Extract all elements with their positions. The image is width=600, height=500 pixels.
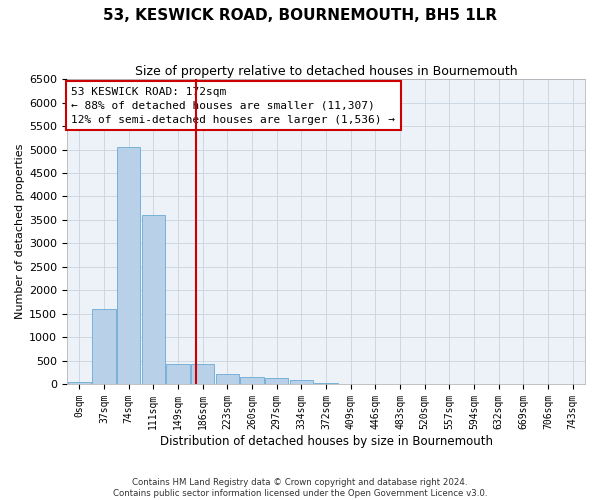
- Bar: [265, 378, 289, 384]
- Bar: [117, 147, 140, 384]
- Bar: [215, 374, 239, 384]
- X-axis label: Distribution of detached houses by size in Bournemouth: Distribution of detached houses by size …: [160, 434, 493, 448]
- Bar: [68, 382, 91, 384]
- Title: Size of property relative to detached houses in Bournemouth: Size of property relative to detached ho…: [134, 65, 517, 78]
- Bar: [92, 309, 116, 384]
- Text: 53 KESWICK ROAD: 172sqm
← 88% of detached houses are smaller (11,307)
12% of sem: 53 KESWICK ROAD: 172sqm ← 88% of detache…: [71, 87, 395, 125]
- Bar: [191, 364, 214, 384]
- Bar: [290, 380, 313, 384]
- Text: Contains HM Land Registry data © Crown copyright and database right 2024.
Contai: Contains HM Land Registry data © Crown c…: [113, 478, 487, 498]
- Text: 53, KESWICK ROAD, BOURNEMOUTH, BH5 1LR: 53, KESWICK ROAD, BOURNEMOUTH, BH5 1LR: [103, 8, 497, 22]
- Y-axis label: Number of detached properties: Number of detached properties: [15, 144, 25, 320]
- Bar: [240, 376, 264, 384]
- Bar: [166, 364, 190, 384]
- Bar: [142, 215, 165, 384]
- Bar: [314, 382, 338, 384]
